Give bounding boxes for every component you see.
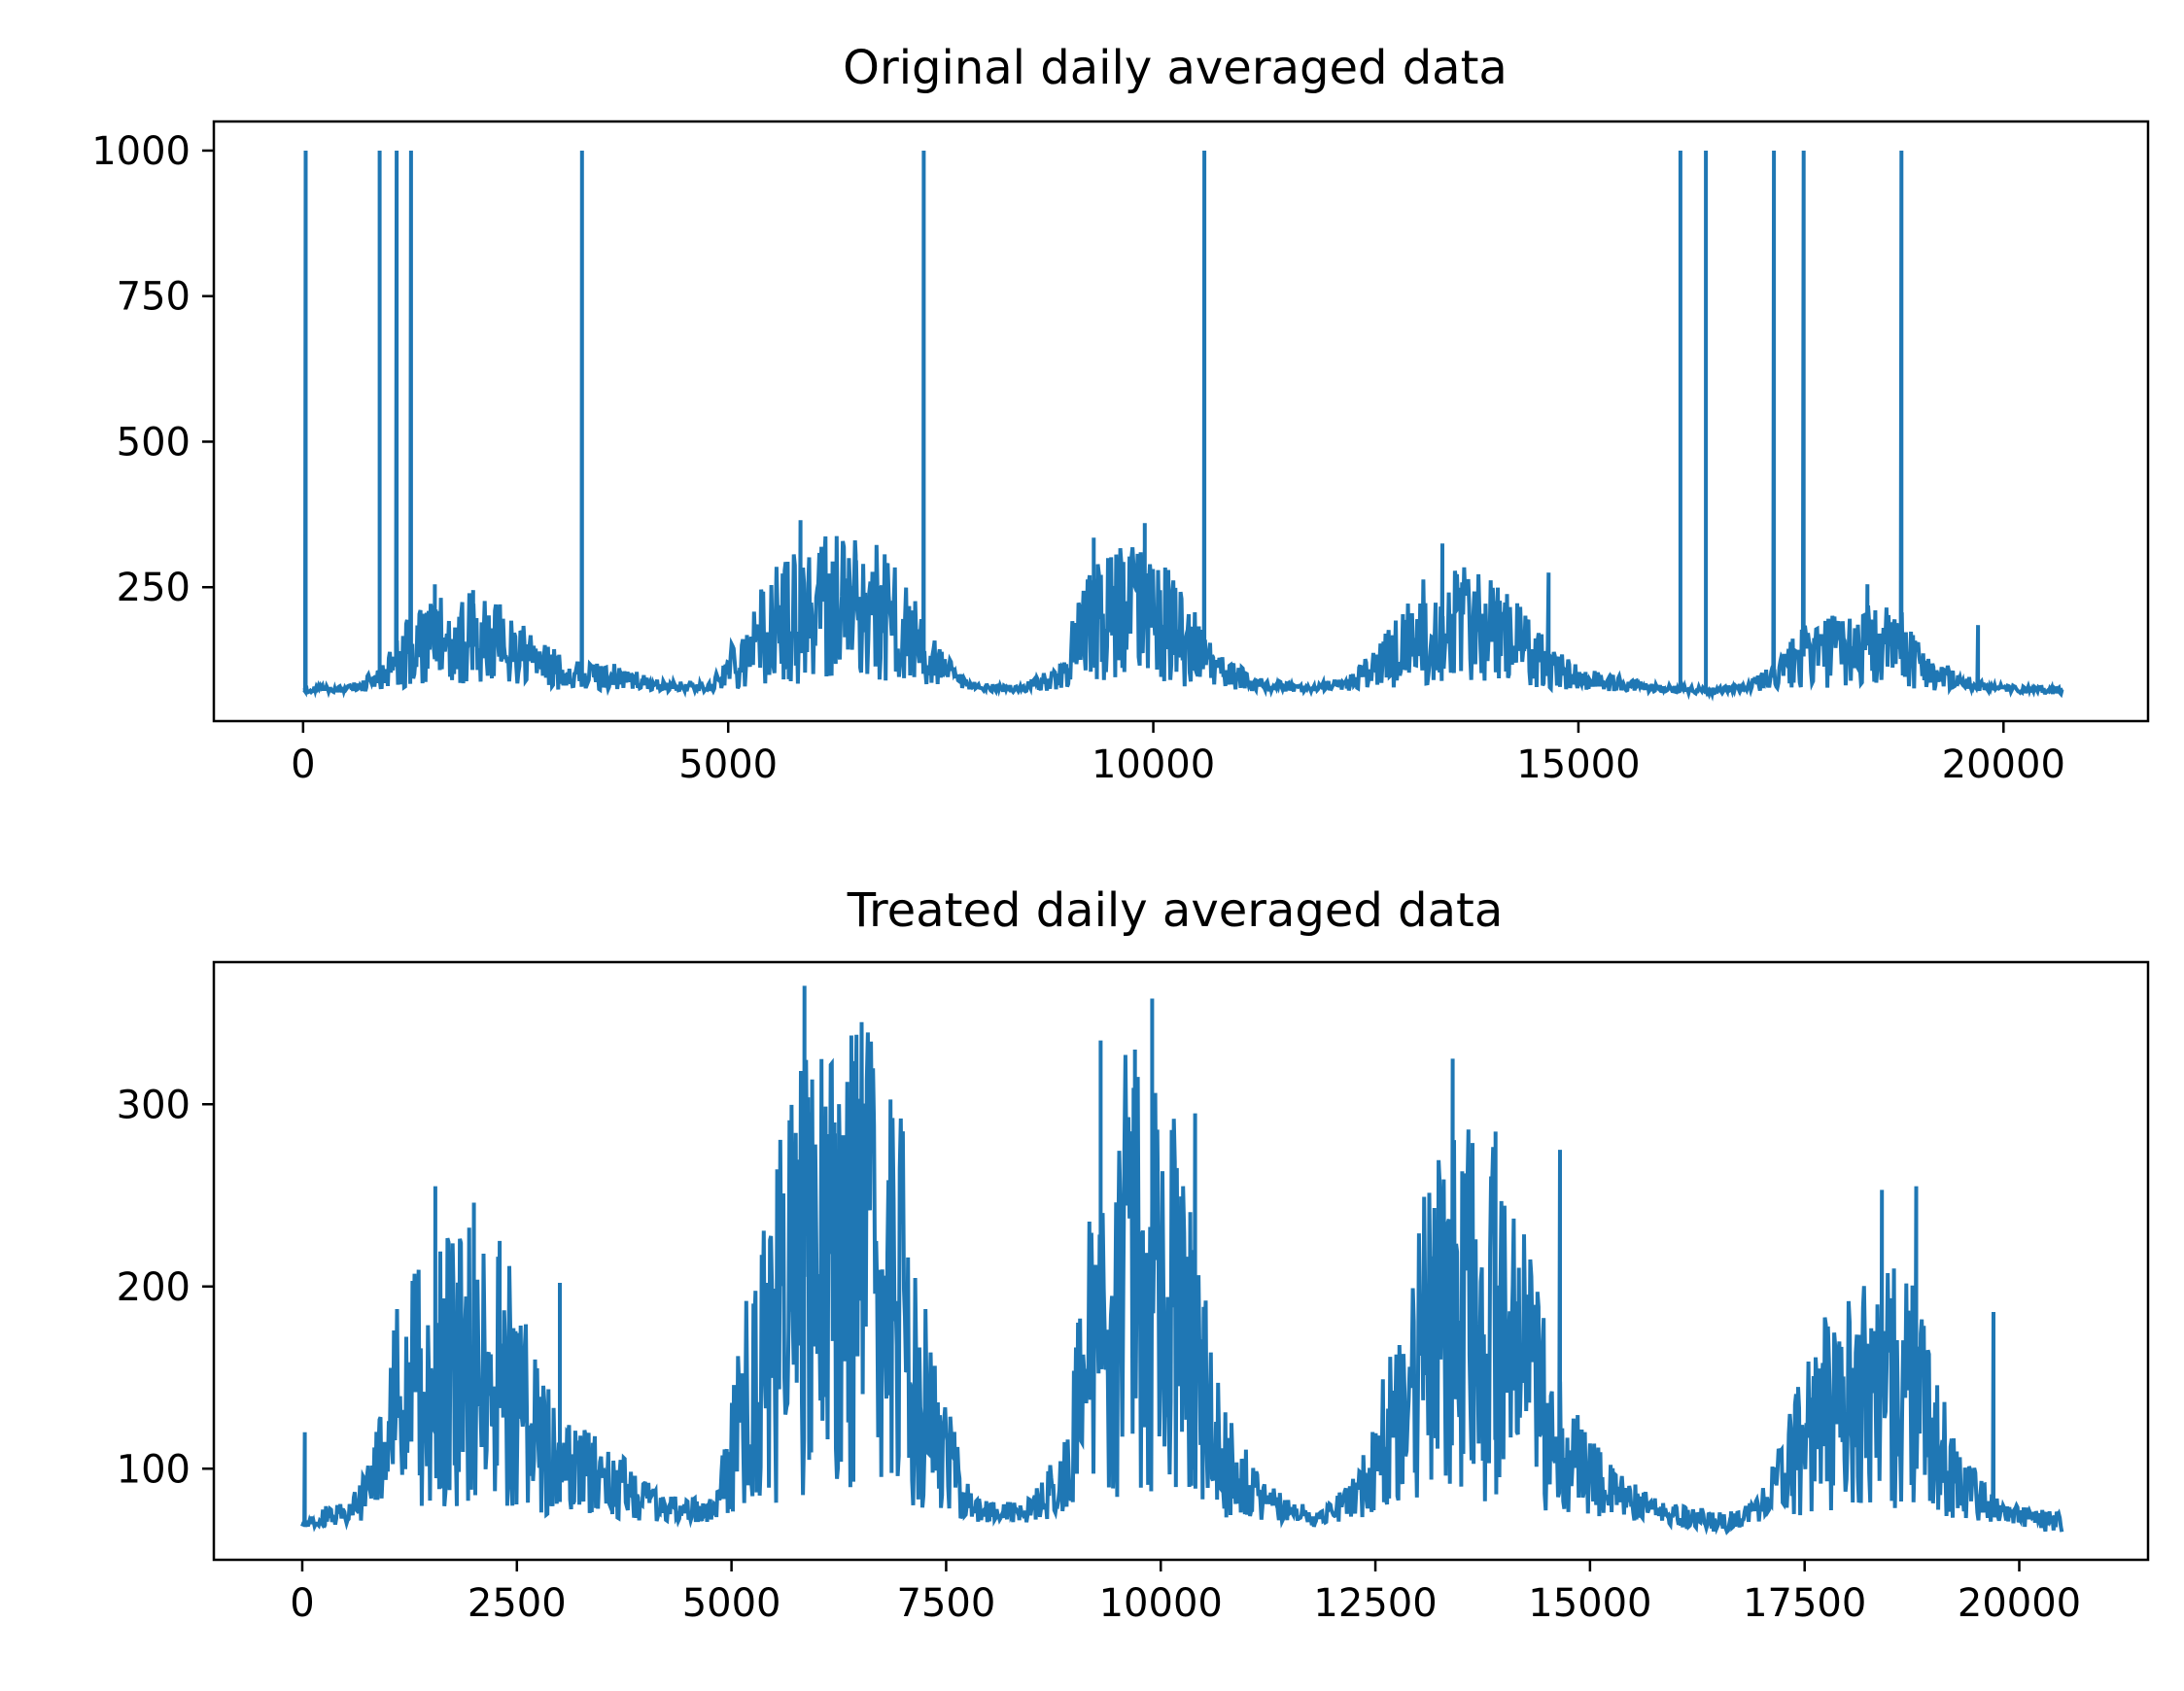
x-tick-label: 0 [290,1581,314,1626]
x-tick-label: 20000 [1958,1581,2081,1626]
y-tick-label: 100 [117,1447,191,1492]
axes-frame [212,120,2150,723]
y-tick-label: 200 [117,1265,191,1310]
x-tick-label: 2500 [468,1581,567,1626]
series-line [302,150,2064,702]
x-tick-label: 12500 [1313,1581,1437,1626]
x-tick-label: 15000 [1516,742,1640,787]
x-tick-label: 5000 [682,1581,781,1626]
x-tick-label: 17500 [1743,1581,1866,1626]
original-data-panel: Original daily averaged data 0 5000 10000 1… [91,41,2150,787]
treated-data-panel: Treated daily averaged data 0 2500 5000 750… [117,883,2150,1626]
axes-frame [212,960,2150,1562]
x-tick-label: 7500 [897,1581,996,1626]
y-tick-label: 500 [117,420,191,465]
y-tick-label: 300 [117,1083,191,1127]
y-tick-label: 250 [117,566,191,610]
x-tick-label: 10000 [1092,742,1215,787]
y-tick-label: 1000 [91,129,191,174]
series-line [300,985,2064,1536]
y-tick-label: 750 [117,275,191,320]
x-tick-label: 20000 [1942,742,2065,787]
x-tick-label: 10000 [1099,1581,1223,1626]
chart-title-original: Original daily averaged data [843,41,1508,95]
x-tick-label: 15000 [1528,1581,1651,1626]
x-tick-label: 0 [291,742,315,787]
x-tick-label: 5000 [678,742,778,787]
chart-title-treated: Treated daily averaged data [847,883,1504,938]
